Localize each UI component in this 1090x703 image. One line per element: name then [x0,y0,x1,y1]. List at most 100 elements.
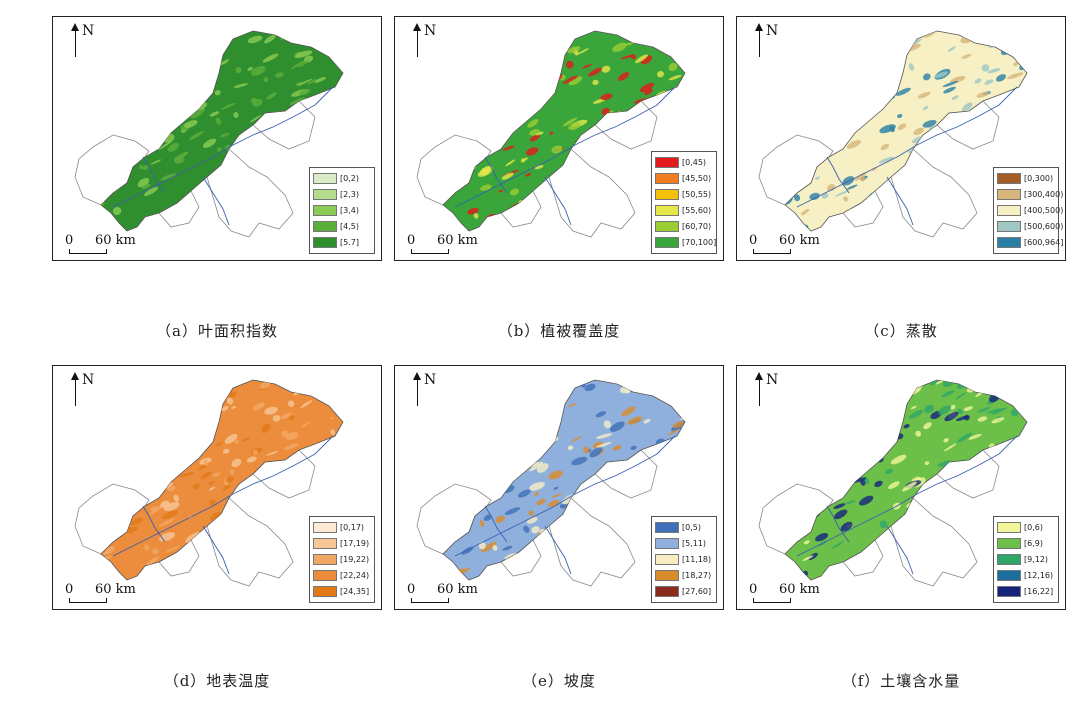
map-graphic [74,379,344,587]
river-line [886,525,914,575]
scale-bar: 0 60 km [749,233,829,257]
legend-item: [0,45) [655,155,713,169]
legend-label: [11,18) [682,554,712,564]
panel-caption: （e）坡度 [522,672,596,690]
legend-item: [0,5) [655,520,713,534]
legend-label: [6,9) [1024,538,1043,548]
legend-item: [600,964] [997,235,1063,249]
legend-item: [12,16) [997,568,1055,582]
map-graphic [758,379,1028,587]
river-line [826,505,850,543]
legend-swatch [997,220,1021,232]
scale-bar: 0 60 km [407,582,487,606]
legend-swatch [997,569,1021,581]
scale-zero-label: 0 [749,582,758,597]
legend-label: [19,22) [340,554,370,564]
north-arrow-icon: N [411,372,441,412]
legend-swatch [655,585,679,597]
legend-item: [500,600) [997,219,1063,233]
legend-item: [4,5) [313,219,371,233]
legend-swatch [997,521,1021,533]
river-line [202,525,230,575]
north-arrow-icon: N [69,372,99,412]
legend-item: [50,55) [655,187,713,201]
legend-label: [16,22] [1024,586,1054,596]
north-label: N [82,372,95,388]
legend-swatch [997,537,1021,549]
scale-bar-line [753,249,791,254]
north-label: N [766,23,779,39]
north-arrow-icon: N [753,372,783,412]
river-line [544,525,572,575]
scale-distance-label: 60 km [437,233,478,248]
legend-swatch [313,553,337,565]
legend-swatch [313,585,337,597]
map-graphic [74,30,344,238]
legend-item: [0,2) [313,171,371,185]
legend-swatch [655,172,679,184]
legend-label: [0,17) [340,522,365,532]
scale-bar: 0 60 km [407,233,487,257]
legend-item: [3,4) [313,203,371,217]
map-graphic [416,379,686,587]
panel-caption: （c）蒸散 [864,322,938,340]
legend-item: [2,3) [313,187,371,201]
scale-zero-label: 0 [407,582,416,597]
legend-label: [17,19) [340,538,370,548]
legend-swatch [655,537,679,549]
legend-swatch [997,236,1021,248]
legend-swatch [313,172,337,184]
legend-swatch [997,585,1021,597]
legend-item: [60,70) [655,219,713,233]
river-line [202,176,230,226]
scale-bar-line [753,598,791,603]
legend-item: [24,35] [313,584,371,598]
legend-label: [60,70) [682,221,712,231]
map-panel: N 0 60 km [0,45) [45,50) [50,55) [55,60) [60,70… [394,16,724,261]
river-line [826,156,850,194]
north-label: N [766,372,779,388]
legend-swatch [313,537,337,549]
legend-item: [400,500) [997,203,1063,217]
map-panel: N 0 60 km [0,2) [2,3) [3,4) [4,5) [5.7] [52,16,382,261]
scale-zero-label: 0 [65,582,74,597]
legend-item: [45,50) [655,171,713,185]
scale-bar-line [411,249,449,254]
map-legend: [0,45) [45,50) [50,55) [55,60) [60,70) [70,10… [651,151,717,254]
legend-swatch [997,172,1021,184]
region-fill [442,30,686,232]
map-legend: [0,6) [6,9) [9,12) [12,16) [16,22] [993,516,1059,603]
legend-swatch [655,236,679,248]
map-panel: N 0 60 km [0,5) [5,11) [11,18) [18,27) [27,60] [394,365,724,610]
legend-label: [22,24) [340,570,370,580]
legend-item: [0,300) [997,171,1055,185]
river-line [484,505,508,543]
map-graphic [416,30,686,238]
legend-label: [27,60] [682,586,712,596]
legend-item: [17,19) [313,536,371,550]
legend-label: [3,4) [340,205,359,215]
legend-label: [0,6) [1024,522,1043,532]
legend-label: [0,2) [340,173,359,183]
legend-item: [70,100] [655,235,716,249]
scale-bar-line [69,598,107,603]
scale-bar: 0 60 km [65,582,145,606]
scale-zero-label: 0 [407,233,416,248]
north-arrow-icon: N [411,23,441,63]
scale-distance-label: 60 km [779,582,820,597]
river-line [112,435,334,557]
river-line [112,86,334,208]
map-legend: [0,17) [17,19) [19,22) [22,24) [24,35] [309,516,375,603]
map-panel: N 0 60 km [0,6) [6,9) [9,12) [12,16) [16,22] [736,365,1066,610]
legend-label: [400,500) [1024,205,1064,215]
legend-item: [11,18) [655,552,713,566]
legend-label: [18,27) [682,570,712,580]
legend-label: [0,45) [682,157,707,167]
scale-distance-label: 60 km [437,582,478,597]
legend-swatch [313,569,337,581]
legend-swatch [655,188,679,200]
legend-label: [50,55) [682,189,712,199]
river-line [454,435,676,557]
region-fill [100,379,344,581]
map-legend: [0,300) [300,400) [400,500) [500,600) [600,9… [993,167,1063,254]
